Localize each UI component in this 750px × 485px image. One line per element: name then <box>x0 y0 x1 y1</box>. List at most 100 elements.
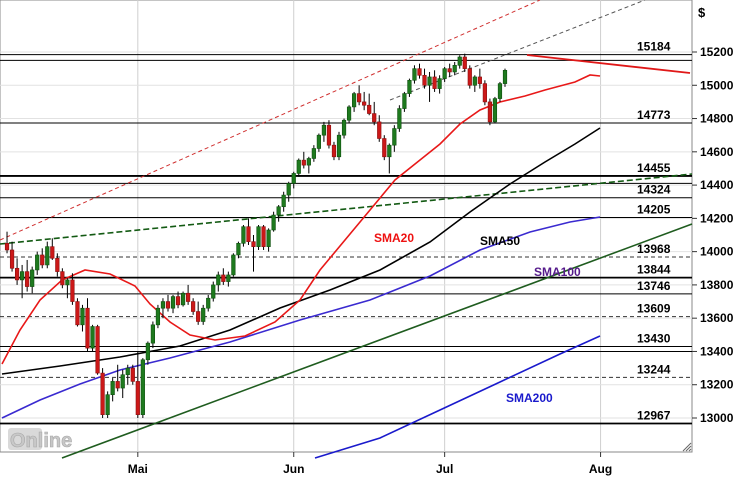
candle-body-up <box>281 194 286 208</box>
level-label: 13430 <box>637 331 671 345</box>
candle-body-down <box>115 381 120 389</box>
candle <box>115 364 120 392</box>
candle <box>35 251 40 275</box>
sma20-line <box>1 74 601 365</box>
candle <box>20 264 25 299</box>
candle-body-up <box>442 68 447 79</box>
candle-body-up <box>155 307 161 326</box>
plot-area <box>0 0 693 453</box>
candle-body-up <box>211 284 216 299</box>
candle <box>50 238 55 260</box>
y-tick-label: 14200 <box>700 211 734 225</box>
level-label: 14324 <box>637 183 671 197</box>
x-tick-label: Jun <box>283 462 304 476</box>
y-tick-label: 15000 <box>700 78 734 92</box>
candle <box>372 101 377 126</box>
candle <box>221 268 226 285</box>
candle <box>472 75 477 92</box>
candle <box>30 266 35 294</box>
candle <box>211 281 216 302</box>
candle-body-up <box>397 108 402 129</box>
candle <box>402 91 407 112</box>
candle <box>226 271 231 287</box>
candle <box>382 135 387 161</box>
candle-body-down <box>130 367 135 382</box>
resize-corner-icon[interactable] <box>682 442 692 452</box>
candle-body-up <box>170 296 176 309</box>
sma100-line <box>1 216 601 419</box>
candle-body-down <box>55 257 60 272</box>
candle-body-up <box>502 70 508 84</box>
y-tick-label: 13000 <box>700 411 734 425</box>
candle-body-down <box>95 326 100 374</box>
candle <box>457 55 462 69</box>
candle-body-down <box>326 124 332 146</box>
candle-body-down <box>482 83 487 103</box>
candle <box>321 121 327 142</box>
candle <box>9 241 15 272</box>
candle <box>271 211 276 232</box>
candle-body-up <box>412 68 417 81</box>
candle <box>377 115 382 142</box>
candle-body-up <box>346 106 352 121</box>
candle-body-down <box>417 68 422 76</box>
candle-body-up <box>231 254 236 276</box>
candle <box>397 105 402 132</box>
level-label: 12967 <box>637 408 671 422</box>
candle-body-up <box>402 93 407 109</box>
watermark-badge <box>8 428 42 450</box>
candle-body-down <box>487 101 493 123</box>
candle-body-up <box>387 144 392 158</box>
candle-body-up <box>316 134 321 149</box>
candle-body-down <box>432 76 437 89</box>
candle-body-down <box>467 68 472 86</box>
candle <box>95 324 100 375</box>
candle <box>140 358 145 418</box>
candle-body-up <box>160 301 166 309</box>
candle <box>40 248 45 269</box>
candle <box>60 268 65 289</box>
ma-label: SMA200 <box>506 391 553 405</box>
candle-body-up <box>457 56 462 66</box>
candle <box>110 378 115 402</box>
sma200-line <box>314 335 601 459</box>
candle <box>362 91 367 111</box>
candle-body-up <box>90 326 95 349</box>
candle-body-down <box>165 301 171 309</box>
candle-body-down <box>25 271 30 287</box>
candle <box>331 141 337 161</box>
candle <box>216 271 221 292</box>
candle <box>301 151 306 169</box>
candle-body-down <box>135 381 140 415</box>
candle-body-up <box>80 307 85 326</box>
candle-body-up <box>291 173 296 184</box>
trendline-green-dashed <box>0 173 693 245</box>
candle <box>412 65 417 84</box>
candle-body-up <box>321 124 327 136</box>
candle <box>422 68 427 89</box>
candle-body-down <box>60 271 65 286</box>
candle <box>266 228 271 252</box>
candle-body-up <box>65 279 70 286</box>
candle <box>447 63 452 77</box>
x-tick-label: Aug <box>589 462 612 476</box>
candle-body-down <box>477 76 482 84</box>
candle <box>432 70 437 92</box>
candle-body-down <box>75 301 80 326</box>
ma-label: SMA50 <box>480 234 520 248</box>
level-label: 13244 <box>637 362 671 376</box>
trendline-green-support <box>61 223 693 459</box>
level-label: 14205 <box>637 203 671 217</box>
level-label: 15184 <box>637 40 671 54</box>
level-label: 13609 <box>637 302 671 316</box>
level-label: 14455 <box>637 161 671 175</box>
candle-body-up <box>120 374 125 389</box>
candle-body-up <box>341 119 347 136</box>
candle <box>231 253 236 277</box>
candle <box>407 78 412 97</box>
candle <box>442 66 447 82</box>
candle <box>90 324 95 352</box>
candle-body-down <box>70 279 75 302</box>
candle-body-up <box>497 83 503 99</box>
